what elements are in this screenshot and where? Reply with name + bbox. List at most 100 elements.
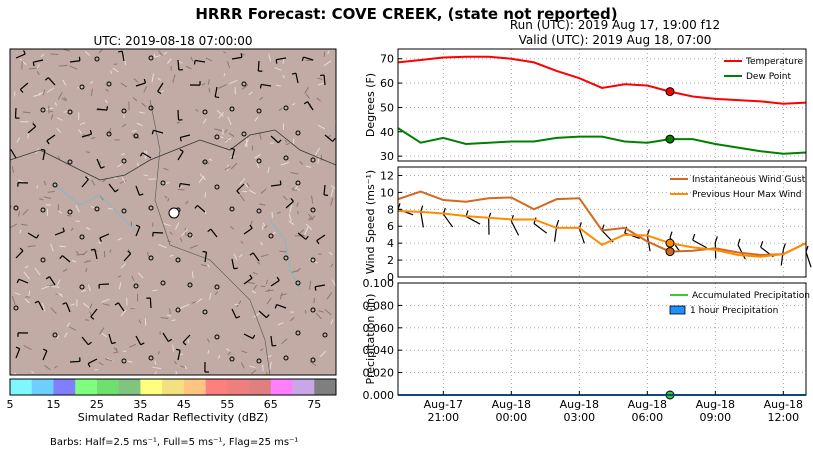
wind-barb bbox=[46, 134, 56, 145]
wind-barb bbox=[59, 255, 71, 263]
x-tick-date: Aug-17 bbox=[424, 398, 463, 411]
wind-barb bbox=[177, 148, 184, 161]
calm-marker bbox=[94, 56, 100, 62]
terrain-stroke bbox=[180, 304, 190, 309]
terrain-stroke bbox=[259, 242, 264, 246]
terrain-stroke bbox=[227, 351, 232, 356]
wind-barb bbox=[34, 300, 44, 311]
wind-barb bbox=[151, 129, 164, 135]
terrain-stroke bbox=[317, 77, 323, 80]
terrain-stroke bbox=[115, 348, 118, 353]
terrain-stroke bbox=[14, 292, 21, 296]
terrain-stroke bbox=[66, 322, 71, 327]
terrain-stroke bbox=[305, 223, 313, 231]
station-barb-feather bbox=[556, 219, 560, 227]
terrain-stroke bbox=[298, 229, 305, 235]
x-tick-date: Aug-18 bbox=[696, 398, 735, 411]
terrain-stroke bbox=[274, 67, 282, 71]
terrain-stroke bbox=[121, 153, 126, 156]
colorbar-tick-label: 45 bbox=[177, 398, 191, 411]
calm-marker bbox=[310, 207, 316, 213]
terrain-stroke bbox=[253, 284, 258, 290]
legend-label: Instantaneous Wind Gust bbox=[692, 175, 806, 185]
calm-marker bbox=[256, 208, 262, 214]
calm-marker bbox=[40, 107, 46, 113]
calm-marker bbox=[148, 55, 154, 61]
terrain-stroke bbox=[54, 365, 58, 369]
calm-marker bbox=[229, 106, 235, 112]
calm-marker bbox=[241, 131, 247, 137]
calm-marker bbox=[256, 108, 262, 114]
y-tick-label: 60 bbox=[380, 77, 394, 90]
terrain-stroke bbox=[330, 185, 336, 190]
terrain-stroke bbox=[296, 188, 300, 191]
terrain-stroke bbox=[23, 271, 30, 280]
calm-marker bbox=[295, 130, 301, 136]
terrain-stroke bbox=[83, 302, 90, 308]
calm-marker bbox=[295, 280, 301, 286]
terrain-stroke bbox=[233, 253, 238, 261]
calm-marker bbox=[214, 284, 220, 290]
terrain-stroke bbox=[254, 116, 259, 122]
wind-barb bbox=[162, 332, 173, 342]
terrain-stroke bbox=[50, 114, 54, 120]
terrain-stroke bbox=[276, 84, 282, 87]
wind-barb bbox=[243, 274, 253, 285]
wind-barb bbox=[118, 50, 125, 62]
terrain-stroke bbox=[153, 371, 158, 375]
terrain-stroke bbox=[228, 132, 235, 137]
terrain-stroke bbox=[305, 165, 312, 168]
terrain-stroke bbox=[43, 180, 47, 186]
x-tick-time: 12:00 bbox=[767, 411, 799, 424]
terrain-stroke bbox=[278, 107, 283, 112]
terrain-stroke bbox=[112, 67, 119, 73]
wind-barb bbox=[285, 197, 294, 209]
legend-label: Accumulated Precipitation bbox=[692, 291, 810, 301]
terrain-stroke bbox=[265, 279, 269, 285]
terrain-stroke bbox=[101, 332, 107, 338]
terrain-stroke bbox=[46, 87, 55, 93]
terrain-stroke bbox=[309, 215, 316, 221]
terrain-stroke bbox=[174, 222, 180, 230]
calm-marker bbox=[40, 257, 46, 263]
colorbar-segment bbox=[205, 379, 228, 395]
wind-barb bbox=[135, 335, 145, 346]
y-tick-label: 12 bbox=[380, 169, 394, 182]
station-barb bbox=[805, 251, 812, 268]
calm-marker bbox=[229, 206, 235, 212]
terrain-stroke bbox=[318, 310, 324, 313]
wind-barb bbox=[177, 109, 183, 121]
calm-marker bbox=[283, 105, 289, 111]
y-tick-label: 0.060 bbox=[363, 322, 395, 335]
terrain-stroke bbox=[184, 365, 188, 370]
wind-barb bbox=[135, 78, 147, 87]
colorbar-segment bbox=[292, 379, 315, 395]
terrain-stroke bbox=[316, 97, 321, 102]
wind-barb bbox=[90, 308, 98, 320]
barbs-note: Barbs: Half=2.5 ms⁻¹, Full=5 ms⁻¹, Flag=… bbox=[50, 437, 299, 448]
calm-marker bbox=[52, 182, 58, 188]
calm-marker bbox=[187, 232, 193, 238]
wind-barb bbox=[15, 346, 21, 359]
wind-barb bbox=[204, 361, 209, 373]
y-tick-label: 70 bbox=[380, 53, 394, 66]
terrain-stroke bbox=[315, 312, 322, 320]
terrain-stroke bbox=[19, 58, 27, 66]
terrain-stroke bbox=[27, 245, 36, 248]
terrain-stroke bbox=[218, 111, 224, 119]
terrain-stroke bbox=[48, 110, 54, 113]
colorbar-frame bbox=[9, 378, 337, 396]
legend-label: 1 hour Precipitation bbox=[690, 306, 778, 316]
calm-marker bbox=[202, 159, 208, 165]
terrain-stroke bbox=[214, 128, 223, 132]
terrain-stroke bbox=[94, 369, 99, 371]
calm-marker bbox=[310, 357, 316, 363]
terrain-stroke bbox=[34, 267, 41, 276]
terrain-stroke bbox=[22, 111, 31, 114]
wind-barb bbox=[15, 50, 26, 59]
terrain-stroke bbox=[187, 338, 190, 343]
terrain-stroke bbox=[109, 70, 113, 74]
terrain-stroke bbox=[157, 77, 162, 81]
terrain-stroke bbox=[308, 213, 314, 221]
terrain-stroke bbox=[282, 195, 288, 201]
